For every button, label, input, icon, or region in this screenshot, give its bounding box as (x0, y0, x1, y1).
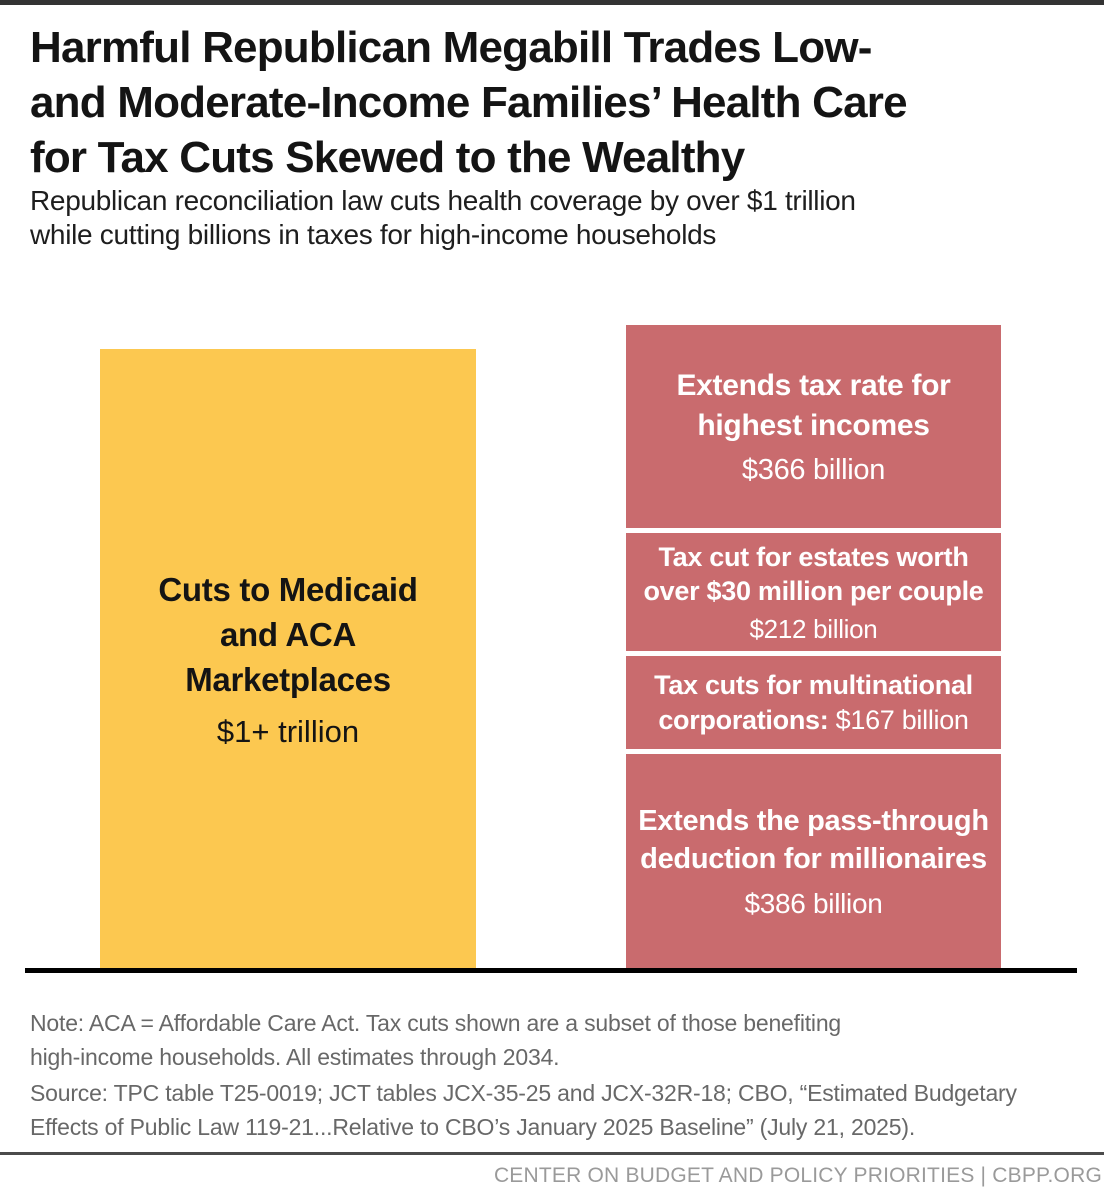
segment-label-line: corporations: $167 billion (654, 703, 973, 738)
note-line: high-income households. All estimates th… (30, 1044, 560, 1070)
health-cuts-bar: Cuts to Medicaid and ACA Marketplaces $1… (100, 349, 476, 968)
segment-label: Extends the pass-through deduction for m… (638, 802, 989, 878)
segment-tax-rate-highest-incomes: Extends tax rate for highest incomes $36… (626, 325, 1001, 528)
health-cuts-bar-value: $1+ trillion (216, 714, 360, 749)
chart-note: Note: ACA = Affordable Care Act. Tax cut… (30, 1006, 1080, 1074)
segment-label-line: deduction for millionaires (640, 843, 987, 875)
note-line: Note: ACA = Affordable Care Act. Tax cut… (30, 1010, 842, 1036)
segment-label: Extends tax rate for highest incomes (676, 366, 950, 446)
footer-attribution: CENTER ON BUDGET AND POLICY PRIORITIES |… (493, 1164, 1102, 1187)
segment-pass-through-deduction: Extends the pass-through deduction for m… (626, 754, 1001, 968)
segment-label-bold: corporations: (658, 704, 829, 735)
segment-estate-tax-cut: Tax cut for estates worth over $30 milli… (626, 533, 1001, 651)
bar-label-line: Marketplaces (185, 661, 391, 698)
segment-value: $386 billion (744, 888, 883, 919)
bar-label-line: Cuts to Medicaid (158, 571, 418, 608)
segment-label-line: Tax cuts for multinational (654, 669, 973, 700)
subtitle-line: Republican reconciliation law cuts healt… (30, 185, 856, 216)
title-line: Harmful Republican Megabill Trades Low- (30, 23, 872, 72)
page-title: Harmful Republican Megabill Trades Low- … (30, 20, 1080, 185)
segment-value: $366 billion (741, 454, 886, 486)
title-line: for Tax Cuts Skewed to the Wealthy (30, 133, 745, 182)
top-border-strip (0, 0, 1104, 5)
footer-divider (0, 1152, 1104, 1155)
title-line: and Moderate-Income Families’ Health Car… (30, 78, 908, 127)
source-line: Effects of Public Law 119-21...Relative … (30, 1114, 916, 1140)
segment-label: Tax cut for estates worth over $30 milli… (643, 540, 983, 608)
segment-label-line: highest incomes (697, 409, 930, 442)
health-cuts-bar-label: Cuts to Medicaid and ACA Marketplaces (158, 567, 418, 702)
segment-label: Tax cuts for multinational corporations:… (654, 668, 973, 738)
x-axis-baseline (25, 968, 1077, 973)
source-line: Source: TPC table T25-0019; JCT tables J… (30, 1080, 1017, 1106)
subtitle-line: while cutting billions in taxes for high… (30, 219, 717, 250)
chart-source: Source: TPC table T25-0019; JCT tables J… (30, 1076, 1080, 1144)
segment-label-line: over $30 million per couple (643, 575, 984, 606)
segment-label-line: Extends the pass-through (638, 805, 989, 837)
chart-subtitle: Republican reconciliation law cuts healt… (30, 184, 1050, 252)
segment-value: $212 billion (749, 613, 878, 644)
segment-label-line: Tax cut for estates worth (658, 541, 969, 572)
bar-label-line: and ACA (219, 616, 356, 653)
segment-value: $167 billion (835, 704, 969, 735)
tax-cuts-stacked-bar: Extends tax rate for highest incomes $36… (626, 325, 1001, 968)
segment-multinational-corporations: Tax cuts for multinational corporations:… (626, 656, 1001, 749)
segment-label-line: Extends tax rate for (676, 369, 951, 402)
